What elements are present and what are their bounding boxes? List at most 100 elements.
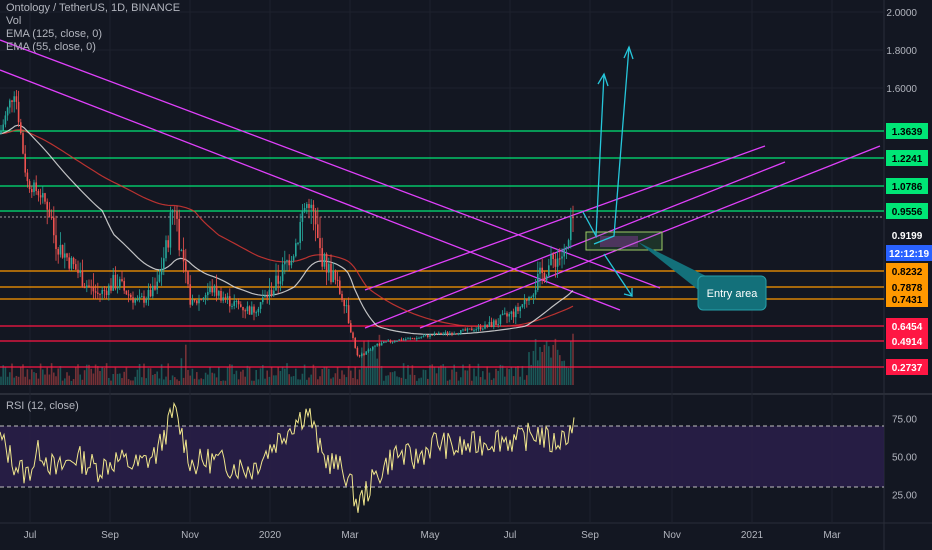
candle-body bbox=[46, 201, 48, 210]
volume-bar bbox=[24, 376, 26, 385]
candle-body bbox=[429, 334, 431, 337]
candle-body bbox=[387, 340, 389, 342]
candle-body bbox=[563, 248, 565, 257]
candle-body bbox=[444, 332, 447, 334]
volume-bar bbox=[572, 333, 574, 385]
candle-body bbox=[75, 264, 77, 270]
candle-body bbox=[512, 311, 515, 318]
candle-body bbox=[108, 285, 110, 296]
volume-bar bbox=[334, 373, 337, 385]
level-tag-bg bbox=[886, 178, 928, 194]
candle-body bbox=[433, 333, 436, 336]
volume-bar bbox=[158, 378, 161, 385]
ema125-legend[interactable]: EMA (125, close, 0) bbox=[6, 28, 102, 40]
volume-bar bbox=[301, 373, 304, 385]
candle-body bbox=[332, 270, 334, 283]
time-tick: May bbox=[421, 530, 440, 541]
volume-bar bbox=[537, 360, 539, 385]
volume-bar bbox=[490, 379, 493, 385]
candle-body bbox=[255, 312, 257, 314]
candle-body bbox=[86, 285, 88, 288]
candle-body bbox=[17, 101, 20, 123]
candle-body bbox=[374, 345, 376, 347]
candle-body bbox=[189, 284, 191, 305]
candle-body bbox=[303, 208, 306, 211]
entry-area-annotation[interactable]: Entry area bbox=[638, 242, 767, 311]
candle-body bbox=[33, 182, 35, 193]
volume-bar bbox=[347, 366, 350, 385]
candle-body bbox=[257, 308, 260, 313]
volume-bar bbox=[477, 363, 480, 385]
volume-bar bbox=[242, 369, 244, 385]
time-tick: Nov bbox=[181, 530, 199, 541]
candle-body bbox=[174, 210, 176, 212]
volume-bar bbox=[314, 367, 317, 385]
volume-bar bbox=[46, 367, 48, 385]
volume-bar bbox=[394, 371, 396, 385]
candle-body bbox=[97, 292, 99, 294]
volume-bar bbox=[13, 377, 15, 385]
rsi-legend[interactable]: RSI (12, close) bbox=[6, 400, 79, 412]
volume-bar bbox=[0, 376, 2, 385]
candle-body bbox=[72, 257, 75, 265]
candle-body bbox=[94, 291, 97, 293]
volume-bar bbox=[429, 365, 431, 385]
price-tick: 1.6000 bbox=[886, 84, 917, 95]
volume-bar bbox=[501, 365, 504, 385]
ema55-legend[interactable]: EMA (55, close, 0) bbox=[6, 41, 96, 53]
candle-body bbox=[198, 298, 200, 304]
volume-bar bbox=[116, 373, 119, 385]
volume-bar bbox=[442, 364, 444, 385]
volume-bar bbox=[420, 377, 422, 385]
volume-bar bbox=[550, 357, 552, 385]
candle-body bbox=[202, 297, 205, 300]
volume-bar bbox=[312, 364, 315, 385]
volume-bar bbox=[317, 379, 319, 385]
candle-body bbox=[273, 290, 275, 295]
volume-bar bbox=[526, 375, 528, 385]
volume-bar bbox=[548, 346, 550, 385]
candle-body bbox=[147, 289, 150, 300]
volume-bar bbox=[9, 372, 11, 385]
level-tag-text: 0.8232 bbox=[892, 267, 923, 278]
candle-body bbox=[57, 249, 59, 255]
candle-body bbox=[121, 279, 123, 282]
vol-legend[interactable]: Vol bbox=[6, 15, 22, 27]
candle-body bbox=[539, 267, 541, 274]
volume-bar bbox=[215, 377, 218, 385]
volume-bar bbox=[358, 369, 361, 385]
volume-bar bbox=[2, 365, 4, 385]
candle-body bbox=[193, 299, 196, 301]
candle-body bbox=[44, 193, 46, 202]
candle-body bbox=[435, 333, 438, 335]
candle-body bbox=[449, 333, 451, 335]
volume-bar bbox=[202, 379, 205, 385]
candle-body bbox=[24, 153, 26, 173]
countdown-tag-bg bbox=[886, 245, 932, 261]
volume-bar bbox=[235, 370, 238, 385]
candle-body bbox=[79, 270, 81, 274]
time-tick: Sep bbox=[581, 530, 599, 541]
volume-bar bbox=[130, 380, 132, 385]
candle-body bbox=[497, 323, 499, 325]
main-pane[interactable] bbox=[0, 0, 884, 392]
candle-body bbox=[191, 299, 194, 305]
candle-body bbox=[253, 306, 255, 313]
volume-bar bbox=[92, 373, 95, 385]
candle-body bbox=[515, 307, 517, 318]
candle-body bbox=[209, 287, 211, 293]
price-tick: 2.0000 bbox=[886, 8, 917, 19]
volume-bar bbox=[519, 376, 521, 385]
candle-body bbox=[211, 287, 213, 293]
symbol-title[interactable]: Ontology / TetherUS, 1D, BINANCE bbox=[6, 2, 181, 14]
candle-body bbox=[548, 265, 550, 276]
volume-bar bbox=[453, 364, 455, 385]
volume-bar bbox=[218, 367, 220, 385]
candle-body bbox=[284, 261, 286, 265]
volume-bar bbox=[26, 369, 29, 385]
candle-body bbox=[521, 304, 524, 308]
candle-body bbox=[268, 289, 271, 298]
candle-body bbox=[488, 321, 491, 327]
candle-body bbox=[48, 209, 51, 218]
